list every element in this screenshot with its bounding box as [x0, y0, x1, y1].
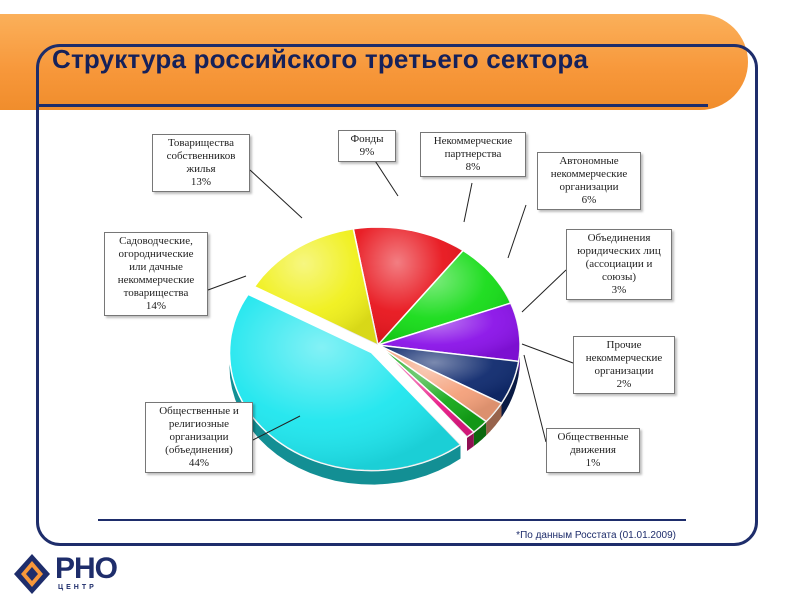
- slice-label-line: 13%: [190, 176, 212, 188]
- slice-label-line: 3%: [611, 284, 627, 296]
- slice-label-line: некоммерческие: [117, 274, 195, 286]
- leader-line: [521, 343, 574, 364]
- slice-label-line: огороднические: [118, 248, 194, 260]
- pie-slice-gloss: [254, 228, 378, 345]
- slice-label-line: Прочие: [606, 339, 642, 351]
- title-banner: [0, 14, 748, 110]
- bottom-divider: [98, 519, 686, 521]
- pie-slice-side: [473, 421, 487, 447]
- pie-slice-gloss: [378, 345, 519, 404]
- pie-slice-gloss: [378, 303, 520, 362]
- slice-label-line: организации: [169, 431, 229, 443]
- slice-label-line: Некоммерческие: [433, 135, 513, 147]
- logo-text: РНО: [55, 552, 118, 585]
- slice-label-8: Общественные и религиозные организации (объ…: [145, 402, 253, 473]
- slice-label-line: Объединения: [587, 232, 651, 244]
- pie-slice-gloss: [378, 250, 511, 345]
- slice-label-2: Фонды 9%: [338, 130, 396, 162]
- slice-label-line: 8%: [465, 161, 481, 173]
- slice-label-line: движения: [570, 444, 616, 456]
- slice-label-7: Общественные движения 1%: [546, 428, 640, 473]
- slice-label-line: некоммерческие: [585, 352, 663, 364]
- pie-slice-gloss: [378, 345, 487, 433]
- slice-label-9: Садоводческие, огороднические или дачные не…: [104, 232, 208, 316]
- pie-slice-gloss: [229, 294, 461, 471]
- slice-label-line: 1%: [585, 457, 601, 469]
- pie-slice-side: [486, 403, 502, 436]
- slice-label-line: Автономные: [559, 155, 619, 167]
- pie-slice-side: [467, 432, 474, 451]
- pie-slice-gloss: [378, 345, 502, 422]
- slice-label-line: (объединения): [165, 444, 233, 456]
- source-note: *По данным Росстата (01.01.2009): [516, 530, 676, 541]
- slice-label-line: 6%: [581, 194, 597, 206]
- leader-line: [463, 182, 473, 223]
- slice-label-line: 14%: [145, 300, 167, 312]
- slice-label-line: некоммерческие: [550, 168, 628, 180]
- slice-label-line: Садоводческие,: [119, 235, 193, 247]
- slice-label-line: Товарищества: [168, 137, 234, 149]
- leader-line: [249, 169, 303, 219]
- slice-label-3: Некоммерческие партнерства 8%: [420, 132, 526, 177]
- slice-label-line: Фонды: [350, 133, 384, 145]
- slice-label-line: Общественные и: [159, 405, 239, 417]
- slice-label-line: жилья: [186, 163, 216, 175]
- slice-label-line: религиозные: [168, 418, 230, 430]
- pie-slice-gloss: [353, 227, 464, 345]
- leader-line: [207, 275, 247, 291]
- logo: РНО ЦЕНТР: [12, 552, 152, 596]
- logo-diamond-icon: [14, 554, 50, 594]
- content-frame: [36, 44, 758, 546]
- slice-label-line: организации: [559, 181, 619, 193]
- slice-label-line: организации: [594, 365, 654, 377]
- slice-label-line: 2%: [616, 378, 632, 390]
- leader-line: [507, 204, 527, 259]
- slice-label-line: 9%: [359, 146, 375, 158]
- slice-label-1: Товарищества собственников жилья 13%: [152, 134, 250, 192]
- slice-label-line: или дачные: [129, 261, 183, 273]
- leader-line: [523, 354, 547, 443]
- logo-subtext: ЦЕНТР: [58, 584, 97, 591]
- leader-line: [252, 415, 301, 441]
- slice-label-line: юридических лиц: [577, 245, 661, 257]
- slice-label-line: товарищества: [123, 287, 189, 299]
- slice-label-line: союзы): [602, 271, 636, 283]
- slice-label-line: собственников: [166, 150, 236, 162]
- pie-slice-gloss: [378, 345, 474, 437]
- pie-slice-side: [229, 352, 461, 485]
- slice-label-line: партнерства: [444, 148, 502, 160]
- slice-label-line: 44%: [188, 457, 210, 469]
- title-underline: [36, 104, 708, 107]
- slice-label-line: (ассоциации и: [585, 258, 653, 270]
- slice-label-6: Прочие некоммерческие организации 2%: [573, 336, 675, 394]
- slice-label-4: Автономные некоммерческие организации 6%: [537, 152, 641, 210]
- page-title: Структура российского третьего сектора: [52, 44, 589, 74]
- leader-line: [521, 269, 567, 313]
- slice-label-line: Общественные: [557, 431, 629, 443]
